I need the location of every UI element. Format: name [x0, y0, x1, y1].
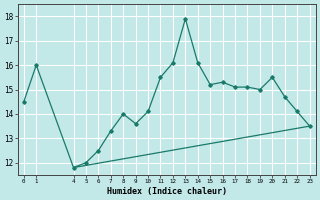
X-axis label: Humidex (Indice chaleur): Humidex (Indice chaleur) [107, 187, 227, 196]
